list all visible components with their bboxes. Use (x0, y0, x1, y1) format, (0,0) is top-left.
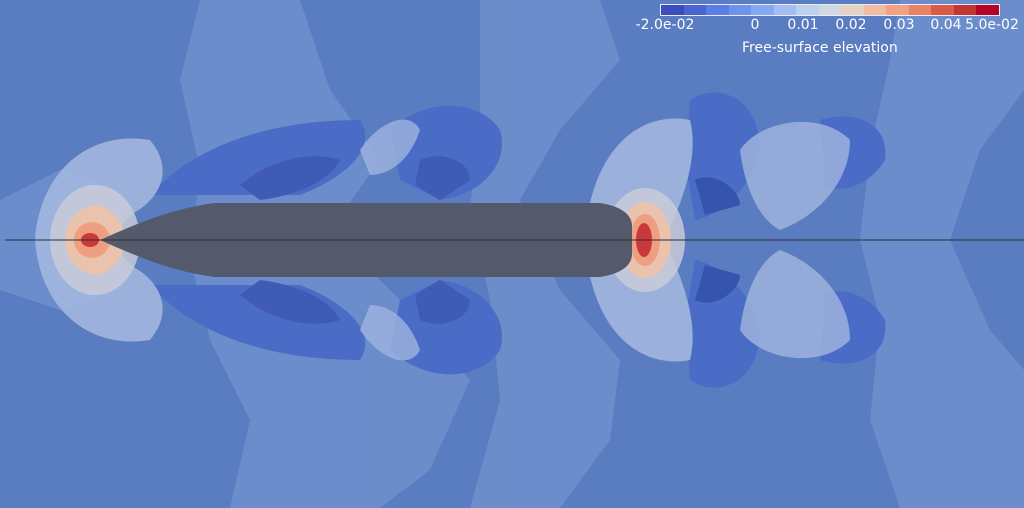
colorbar-swatch (931, 5, 954, 15)
colorbar-swatch (706, 5, 729, 15)
colorbar-tick-label: 0.02 (835, 17, 867, 33)
colorbar-swatch (751, 5, 774, 15)
colorbar-tick-label: 5.0e-02 (965, 17, 1019, 33)
colorbar-swatch (976, 5, 999, 15)
colorbar-tick-label: 0.01 (787, 17, 819, 33)
colorbar-tick-label: 0.03 (883, 17, 915, 33)
colorbar-swatch (863, 5, 887, 15)
colorbar-swatch (773, 5, 797, 15)
colorbar-gradient (660, 4, 1000, 16)
colorbar-title: Free-surface elevation (742, 40, 898, 56)
colorbar-swatch (841, 5, 864, 15)
colorbar-tick-label: -2.0e-02 (635, 17, 695, 33)
colorbar-swatch (953, 5, 977, 15)
colorbar-swatch (908, 5, 932, 15)
colorbar-tick-label: 0 (750, 17, 760, 33)
colorbar-swatch (683, 5, 707, 15)
colorbar-swatch (818, 5, 842, 15)
colorbar-tick-label: 0.04 (930, 17, 962, 33)
colorbar-swatch (796, 5, 819, 15)
colorbar-swatch (661, 5, 684, 15)
colorbar-swatch (886, 5, 909, 15)
colorbar-swatch (728, 5, 752, 15)
